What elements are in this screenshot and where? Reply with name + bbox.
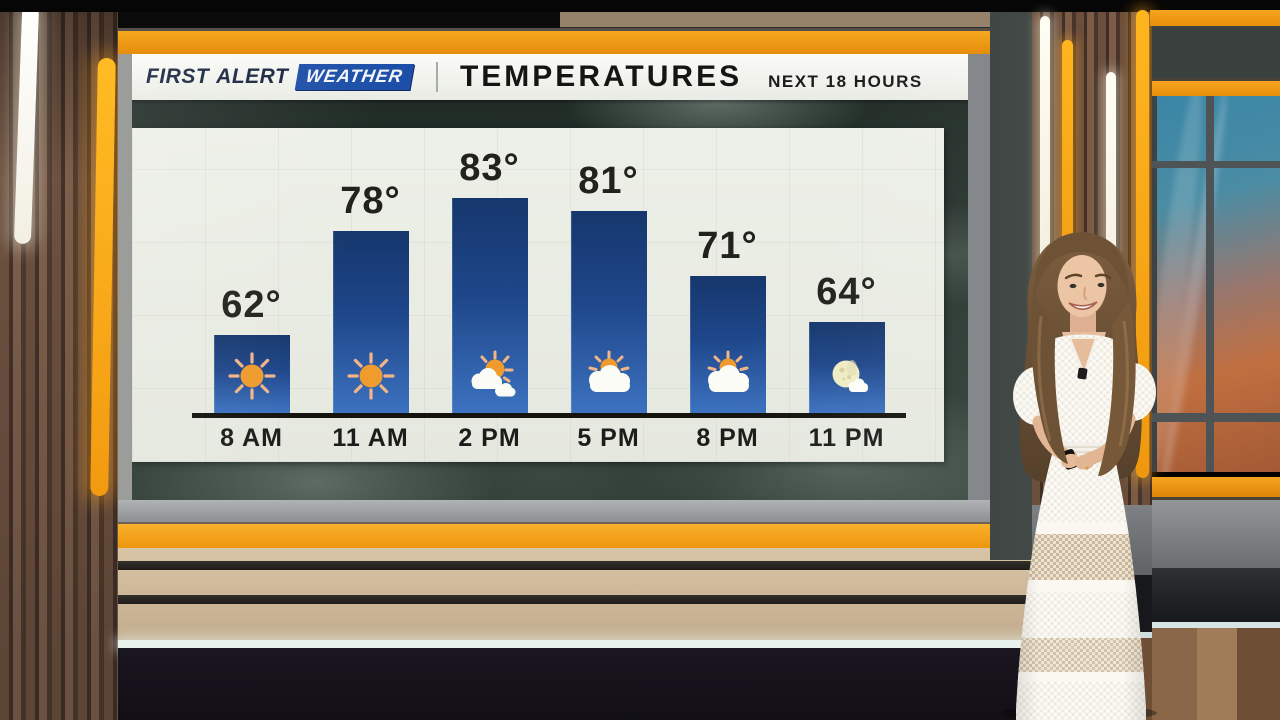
bar-column: 78° 11 AM bbox=[311, 128, 430, 452]
logo-first: FIRST bbox=[146, 65, 210, 88]
panel-groove bbox=[118, 595, 1032, 604]
wood-floor bbox=[1152, 628, 1280, 720]
temperature-label: 64° bbox=[816, 271, 877, 313]
backdrop-window bbox=[1152, 78, 1280, 500]
sun-icon bbox=[224, 348, 280, 404]
mostly-cloudy-icon bbox=[581, 348, 637, 404]
weather-presenter bbox=[1001, 232, 1157, 720]
baseboard-right bbox=[1152, 568, 1280, 622]
bar-column: 83° 2 PM bbox=[430, 128, 549, 452]
temperature-label: 62° bbox=[221, 284, 282, 326]
time-label: 2 PM bbox=[458, 424, 521, 452]
titlebar-divider bbox=[435, 62, 438, 92]
panel-groove bbox=[118, 561, 1032, 570]
window-mullion bbox=[1206, 96, 1214, 472]
moon-cloud-icon bbox=[819, 348, 875, 404]
orange-accent-stripe bbox=[118, 522, 1032, 548]
partly-cloudy-icon bbox=[462, 348, 518, 404]
led-light-strip-orange bbox=[1136, 10, 1149, 478]
time-label: 8 AM bbox=[220, 424, 283, 452]
orange-accent-bar-top-right bbox=[1150, 10, 1280, 26]
temperature-label: 78° bbox=[340, 180, 401, 222]
monitor-ledge bbox=[118, 500, 1032, 522]
led-light-strip-white bbox=[1106, 72, 1116, 408]
time-label: 11 PM bbox=[808, 424, 885, 452]
first-alert-weather-logo: FIRST ALERT WEATHER bbox=[146, 64, 415, 90]
led-light-strip-orange bbox=[1062, 40, 1073, 332]
logo-weather: WEATHER bbox=[295, 64, 415, 90]
temperature-label: 81° bbox=[578, 160, 639, 202]
weather-monitor: 62° 8 AM 78° 11 AM 83° 2 PM 81° 5 PM 71° 8 PM 64° 1… bbox=[118, 28, 990, 500]
bar-columns: 62° 8 AM 78° 11 AM 83° 2 PM 81° 5 PM 71° 8 PM 64° 1… bbox=[192, 128, 906, 452]
lower-wall-right bbox=[1152, 500, 1280, 568]
bar-column: 71° 8 PM bbox=[668, 128, 787, 452]
window-orange-header bbox=[1152, 78, 1280, 96]
logo-alert: ALERT bbox=[216, 65, 289, 88]
time-label: 8 PM bbox=[696, 424, 759, 452]
window-orange-footer bbox=[1152, 477, 1280, 500]
bar-column: 62° 8 AM bbox=[192, 128, 311, 452]
window-mullion bbox=[1152, 413, 1280, 422]
chart-title: TEMPERATURES bbox=[459, 60, 743, 93]
studio-floor-dark bbox=[118, 648, 1032, 720]
window-glass-gradient bbox=[1152, 96, 1280, 472]
time-label: 5 PM bbox=[577, 424, 640, 452]
under-panel-light bbox=[118, 640, 1032, 648]
mostly-cloudy-icon bbox=[700, 348, 756, 404]
baseboard-light bbox=[1152, 622, 1280, 628]
top-letterbox-bar bbox=[0, 0, 1280, 12]
monitor-top-accent bbox=[118, 28, 990, 54]
bar-column: 81° 5 PM bbox=[549, 128, 668, 452]
window-mullion bbox=[1152, 161, 1280, 168]
temperature-label: 71° bbox=[697, 225, 758, 267]
temperature-chart: 62° 8 AM 78° 11 AM 83° 2 PM 81° 5 PM 71° 8 PM 64° 1… bbox=[132, 128, 944, 462]
titlebar: FIRST ALERT WEATHER TEMPERATURES NEXT 18… bbox=[132, 54, 968, 100]
led-light-strip-white bbox=[1040, 16, 1050, 374]
x-axis-line bbox=[192, 413, 906, 418]
temperature-label: 83° bbox=[459, 147, 520, 189]
lapel-microphone bbox=[1077, 367, 1088, 380]
window-frame bbox=[1152, 96, 1157, 472]
wood-panel-lower bbox=[118, 548, 1032, 640]
weather-screen: 62° 8 AM 78° 11 AM 83° 2 PM 81° 5 PM 71° 8 PM 64° 1… bbox=[132, 54, 968, 500]
wall-above-window bbox=[1152, 26, 1280, 78]
chart-subtitle: NEXT 18 HOURS bbox=[768, 71, 923, 91]
bar-column: 64° 11 PM bbox=[787, 128, 906, 452]
sun-icon bbox=[343, 348, 399, 404]
time-label: 11 AM bbox=[332, 424, 409, 452]
